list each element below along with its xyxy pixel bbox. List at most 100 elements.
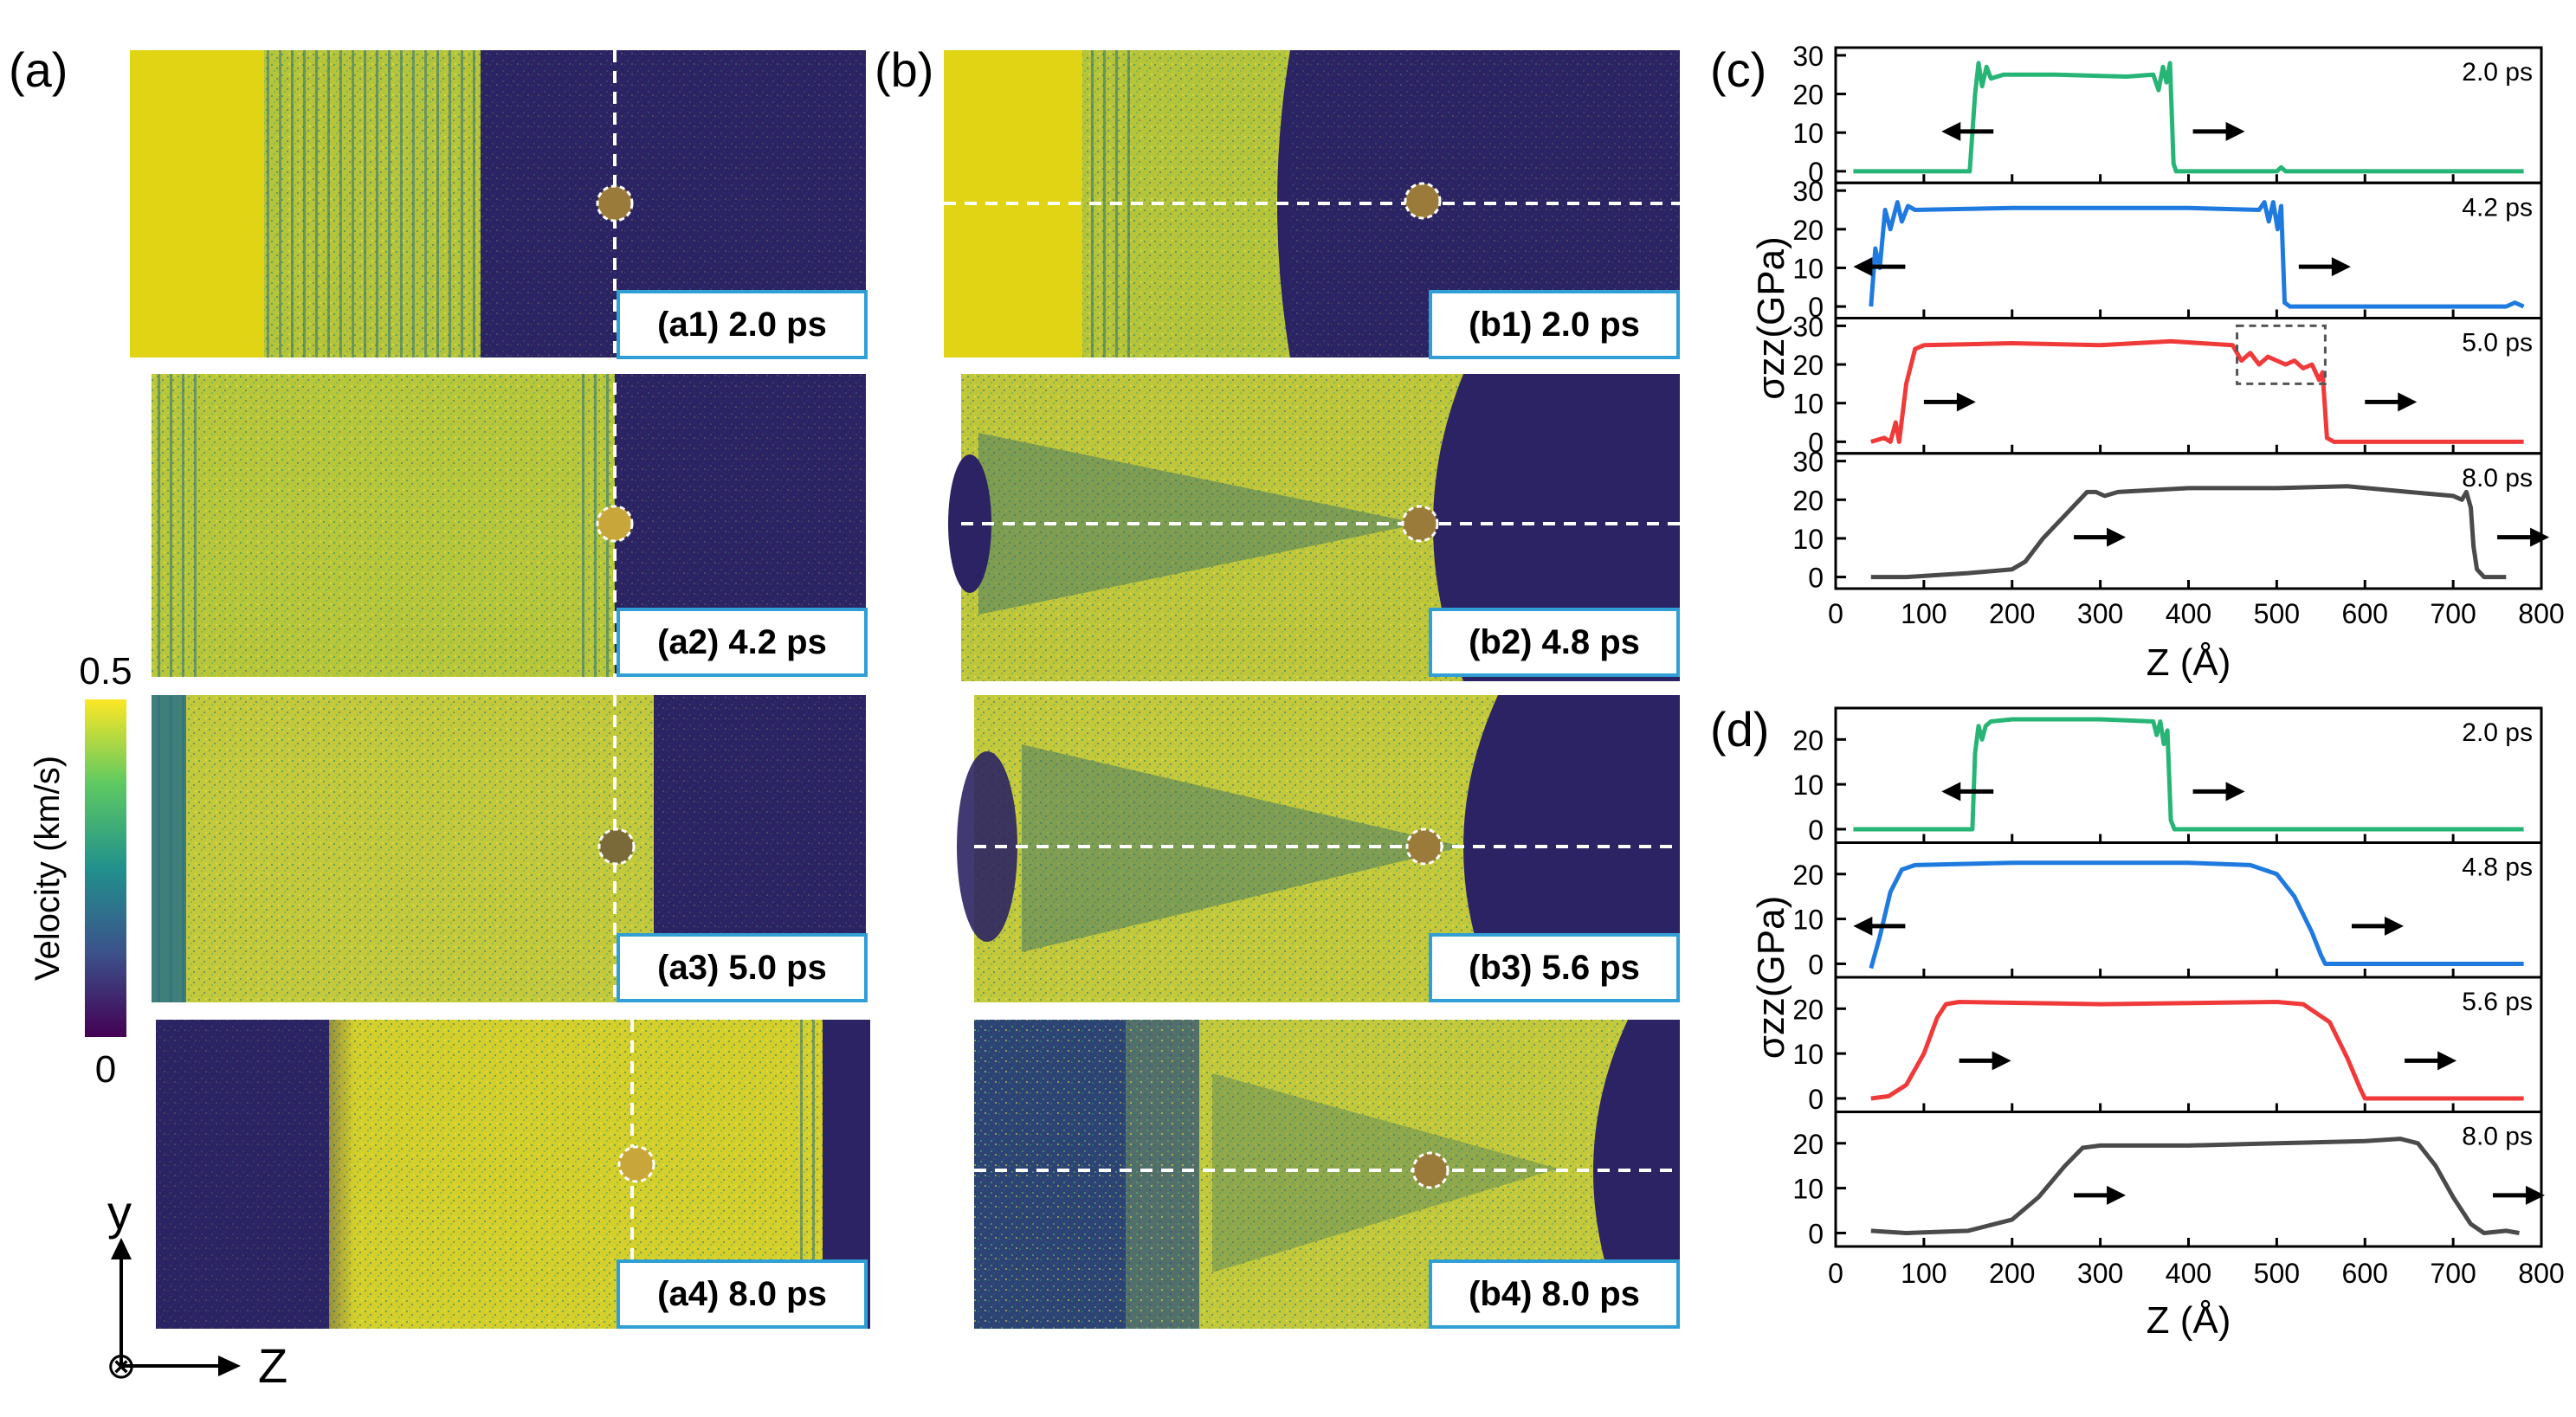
series-line-2.0-ps (1853, 717, 2524, 832)
y-tick-label: 10 (1792, 524, 1824, 555)
y-tick-label: 20 (1792, 215, 1824, 246)
panel-label-b: (b) (875, 42, 934, 97)
arrow-head-icon (1941, 782, 1961, 802)
y-tick-label: 0 (1808, 1218, 1824, 1249)
arrow-head-icon (1853, 916, 1873, 936)
arrow-up-icon (111, 1238, 132, 1259)
y-tick-label: 30 (1792, 311, 1824, 342)
snapshot-a2 (152, 374, 866, 677)
subplot-frame (1834, 1111, 2543, 1248)
y-axis-label: σzz(GPa) (1750, 896, 1792, 1060)
series-time-label: 4.2 ps (2462, 193, 2533, 222)
panel-label-c: (c) (1710, 42, 1767, 97)
y-tick-label: 0 (1808, 157, 1824, 188)
series-line-4.2-ps (1869, 200, 2525, 309)
arrow-head-icon (2331, 257, 2351, 277)
snapshot-label-b2: (b2) 4.8 ps (1429, 608, 1680, 677)
series-line-8.0-ps (1870, 1137, 2520, 1235)
y-tick-label: 10 (1792, 389, 1824, 420)
y-tick-label: 20 (1792, 725, 1824, 756)
series-time-label: 8.0 ps (2462, 464, 2533, 493)
void-marker-a2 (596, 505, 634, 543)
y-tick-label: 20 (1792, 485, 1824, 516)
arrow-head-icon (2107, 1185, 2127, 1205)
x-tick-label: 0 (1828, 1258, 1843, 1289)
x-tick-label: 200 (1989, 1258, 2035, 1289)
panel-label-a: (a) (9, 42, 68, 97)
series-time-label: 2.0 ps (2462, 58, 2533, 87)
void-marker-a3 (597, 828, 636, 866)
chart-c: 0 10 20 30 2.0 ps 0 10 20 30 4.2 ps 0 10 20 30 5.0 ps 0… (1750, 41, 2565, 684)
colorbar: 0.5 0 Velocity (km/s) (29, 650, 132, 1091)
void-marker-b3 (1405, 828, 1443, 866)
colorbar-max: 0.5 (79, 650, 132, 692)
subplot-frame (1834, 976, 2543, 1113)
axes-legend: ⊗ y Z (106, 1185, 287, 1393)
snapshot-label-b3: (b3) 5.6 ps (1429, 933, 1680, 1002)
series-time-label: 5.0 ps (2462, 329, 2533, 357)
arrow-head-icon (2437, 1051, 2457, 1071)
x-tick-label: 600 (2342, 598, 2388, 629)
void-marker-a1 (596, 184, 634, 222)
series-line-5.0-ps (1870, 338, 2524, 444)
x-tick-label: 400 (2166, 598, 2211, 629)
void-marker-a4 (617, 1145, 655, 1183)
y-tick-label: 0 (1808, 949, 1824, 980)
colorbar-min: 0 (95, 1048, 116, 1091)
subplot-frame (1834, 452, 2543, 590)
x-tick-label: 200 (1989, 598, 2035, 629)
x-axis-label: Z (Å) (2147, 1299, 2231, 1342)
y-tick-label: 0 (1808, 563, 1824, 594)
x-tick-label: 500 (2254, 1258, 2300, 1289)
series-time-label: 5.6 ps (2462, 988, 2533, 1016)
arrow-head-icon (1853, 257, 1873, 277)
y-tick-label: 10 (1792, 1039, 1824, 1070)
snapshot-label-a3: (a3) 5.0 ps (617, 933, 868, 1002)
series-line-5.6-ps (1870, 1000, 2524, 1101)
y-tick-label: 0 (1808, 815, 1824, 846)
z-axis-label: Z (258, 1338, 287, 1393)
arrow-head-icon (1941, 121, 1961, 141)
x-tick-label: 700 (2430, 598, 2476, 629)
colorbar-title: Velocity (km/s) (29, 756, 67, 981)
x-tick-label: 800 (2518, 1258, 2564, 1289)
arrow-head-icon (2525, 1185, 2545, 1205)
y-tick-label: 10 (1792, 770, 1824, 801)
snapshot-label-a1: (a1) 2.0 ps (617, 290, 868, 359)
x-tick-label: 100 (1901, 1258, 1947, 1289)
void-marker-b1 (1404, 182, 1442, 220)
subplot-frame (1834, 706, 2543, 844)
series-time-label: 2.0 ps (2462, 718, 2533, 747)
x-tick-label: 100 (1901, 598, 1947, 629)
series-line-4.8-ps (1869, 860, 2524, 969)
subplot-frame (1834, 181, 2543, 319)
y-tick-label: 20 (1792, 1129, 1824, 1160)
series-time-label: 8.0 ps (2462, 1123, 2533, 1151)
x-axis-label: Z (Å) (2147, 641, 2231, 684)
arrow-head-icon (2107, 527, 2127, 547)
snapshot-label-a4: (a4) 8.0 ps (617, 1259, 868, 1329)
x-tick-label: 300 (2077, 598, 2123, 629)
y-tick-label: 20 (1792, 994, 1824, 1025)
void-marker-b4 (1411, 1151, 1449, 1189)
y-tick-label: 0 (1808, 292, 1824, 323)
arrow-head-icon (2384, 916, 2404, 936)
series-line-8.0-ps (1870, 484, 2507, 580)
snapshot-b2 (948, 374, 1680, 681)
subplot-frame (1834, 317, 2543, 455)
y-tick-label: 20 (1792, 80, 1824, 111)
x-tick-label: 500 (2254, 598, 2300, 629)
arrow-head-icon (1992, 1051, 2011, 1071)
y-tick-label: 10 (1792, 118, 1824, 149)
x-tick-label: 800 (2518, 598, 2564, 629)
series-time-label: 4.8 ps (2462, 853, 2533, 882)
x-tick-label: 300 (2077, 1258, 2123, 1289)
snapshot-a1 (130, 50, 866, 357)
panel-a (130, 50, 870, 1329)
arrow-head-icon (2398, 392, 2418, 412)
y-tick-label: 0 (1808, 1084, 1824, 1115)
arrow-head-icon (2225, 782, 2245, 802)
y-axis-label: σzz(GPa) (1750, 236, 1792, 400)
y-tick-label: 30 (1792, 41, 1824, 72)
y-tick-label: 20 (1792, 860, 1824, 891)
